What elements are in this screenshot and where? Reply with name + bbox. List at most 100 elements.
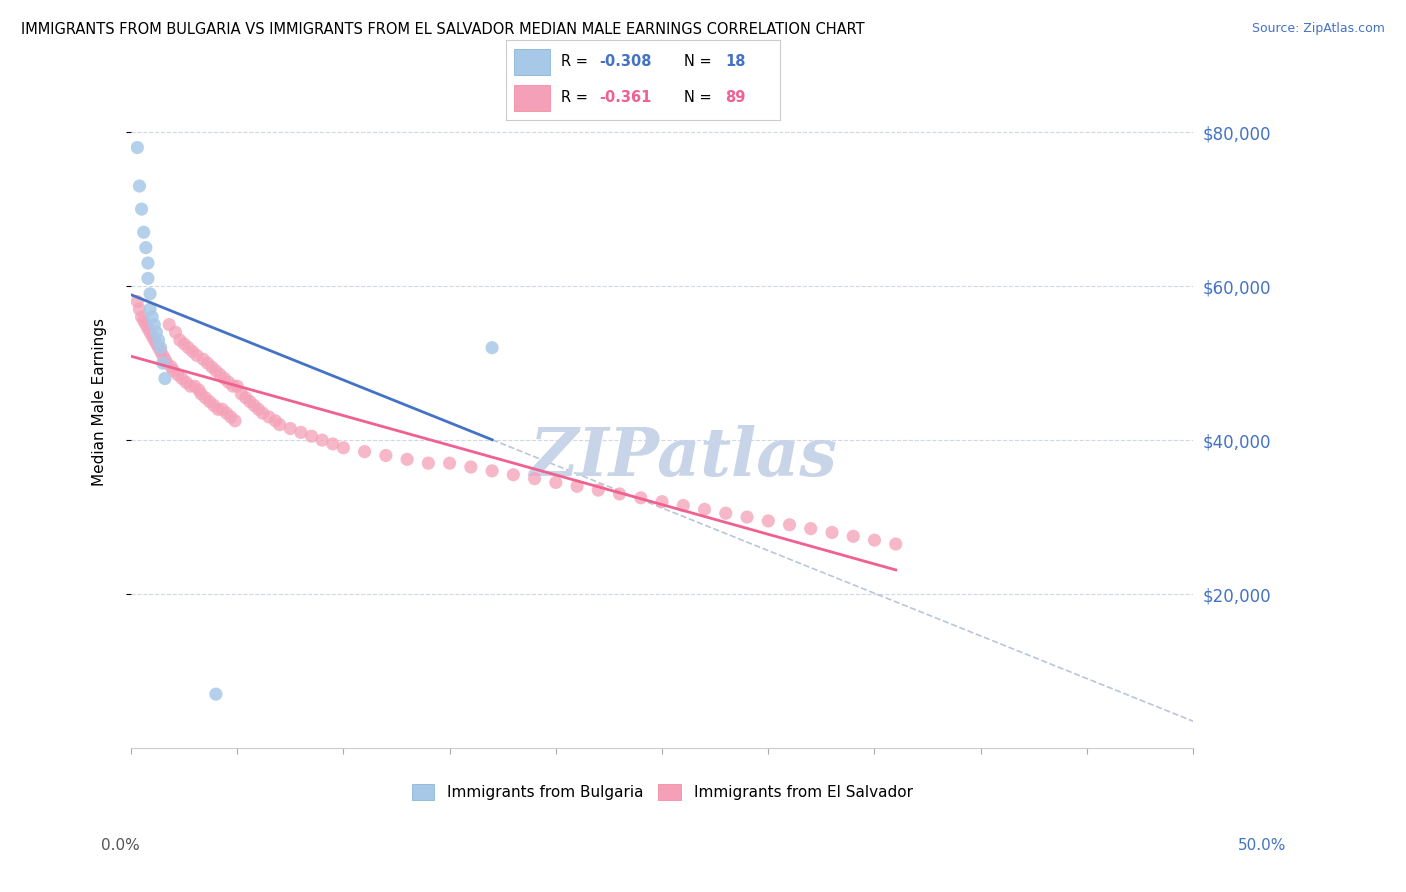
Point [131,310,153,324]
Point [588,483,610,497]
Point [205,364,228,378]
Point [779,517,801,532]
Point [141,329,163,343]
Point [136,321,159,335]
Point [135,318,157,332]
Point [128,179,150,194]
Point [157,318,180,332]
Point [136,271,159,285]
Point [202,399,225,413]
Point [884,537,907,551]
Text: 50.0%: 50.0% [1239,838,1286,853]
Point [173,336,195,351]
Point [609,487,631,501]
Point [187,383,209,397]
Text: R =: R = [561,54,592,70]
Point [209,368,232,382]
Point [502,467,524,482]
Point [127,140,149,154]
Point [128,302,150,317]
Point [135,241,157,255]
Legend: Immigrants from Bulgaria, Immigrants from El Salvador: Immigrants from Bulgaria, Immigrants fro… [405,778,918,806]
Point [301,429,323,443]
Point [800,522,823,536]
Text: N =: N = [685,54,717,70]
Text: -0.308: -0.308 [599,54,652,70]
Point [179,379,201,393]
Point [143,333,166,347]
Point [186,348,208,362]
Point [735,510,758,524]
Point [247,402,270,417]
Point [145,336,167,351]
Point [214,371,236,385]
Point [190,387,212,401]
Point [162,364,184,378]
Point [460,460,482,475]
Text: -0.361: -0.361 [599,90,652,105]
Point [152,348,174,362]
Point [219,409,242,424]
Point [153,371,176,385]
Text: 18: 18 [725,54,747,70]
Point [269,417,291,432]
Point [156,356,179,370]
Point [353,444,375,458]
Point [821,525,844,540]
Point [231,387,253,401]
Point [141,310,163,324]
Point [174,376,197,390]
Point [198,394,221,409]
Text: N =: N = [685,90,717,105]
Point [194,391,217,405]
Point [197,356,219,370]
Text: R =: R = [561,90,592,105]
Point [523,472,546,486]
Point [139,302,162,317]
Point [714,506,737,520]
Point [170,371,193,385]
Point [149,341,172,355]
Point [630,491,652,505]
Point [153,352,176,367]
Point [166,368,188,382]
Point [278,421,301,435]
Point [215,406,238,420]
Point [842,529,865,543]
Point [139,326,162,340]
Point [139,286,162,301]
Point [226,379,249,393]
Point [183,379,205,393]
Point [169,333,191,347]
Point [481,341,503,355]
Point [160,359,183,374]
Point [149,344,172,359]
Point [193,352,215,367]
Point [224,414,246,428]
Point [222,379,245,393]
Point [374,449,396,463]
Point [439,456,461,470]
Point [257,409,280,424]
Point [211,402,233,417]
Point [165,326,187,340]
Point [565,479,588,493]
Point [693,502,716,516]
Point [132,314,155,328]
Text: ZIPatlas: ZIPatlas [529,425,837,490]
Point [207,402,229,417]
Text: 89: 89 [725,90,745,105]
Point [332,441,354,455]
Point [181,344,204,359]
Y-axis label: Median Male Earnings: Median Male Earnings [93,318,107,485]
Point [756,514,779,528]
Point [235,391,257,405]
Point [290,425,312,440]
Point [205,687,228,701]
Point [152,356,174,370]
Point [252,406,274,420]
Text: 0.0%: 0.0% [101,838,141,853]
Point [148,333,170,347]
Point [131,202,153,216]
FancyBboxPatch shape [515,49,550,75]
